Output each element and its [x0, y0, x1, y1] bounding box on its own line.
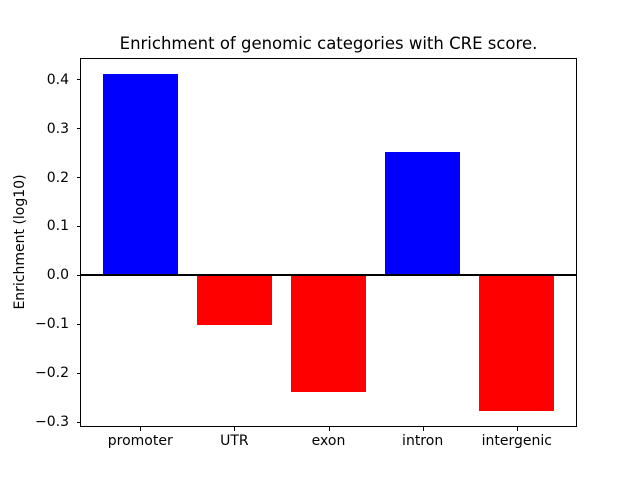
x-tick-mark-UTR — [234, 427, 236, 431]
y-tick-mark — [76, 274, 80, 276]
y-tick-mark — [76, 323, 80, 325]
y-tick-label: −0.1 — [35, 316, 69, 333]
bar-intergenic — [479, 275, 555, 411]
x-tick-mark-intron — [422, 427, 424, 431]
bar-exon — [290, 275, 367, 393]
bar-promoter — [102, 73, 178, 276]
y-tick-mark — [76, 421, 80, 423]
y-tick-label: −0.2 — [35, 365, 69, 382]
bar-UTR — [196, 275, 273, 325]
y-tick-mark — [76, 79, 80, 81]
x-tick-label-promoter: promoter — [107, 433, 173, 449]
y-tick-mark — [76, 128, 80, 130]
y-tick-label: 0.0 — [46, 267, 69, 284]
chart-title: Enrichment of genomic categories with CR… — [119, 34, 538, 53]
x-tick-label-intergenic: intergenic — [481, 433, 552, 449]
y-tick-label: 0.1 — [46, 218, 69, 235]
bar-intron — [384, 152, 461, 276]
y-tick-mark — [76, 225, 80, 227]
x-tick-label-UTR: UTR — [220, 433, 249, 449]
y-tick-label: 0.3 — [46, 120, 69, 137]
y-tick-mark — [76, 372, 80, 374]
y-tick-mark — [76, 177, 80, 179]
x-tick-mark-promoter — [140, 427, 142, 431]
x-tick-mark-exon — [328, 427, 330, 431]
x-tick-label-intron: intron — [402, 433, 444, 449]
y-tick-label: −0.3 — [35, 414, 69, 431]
y-axis-label: Enrichment (log10) — [12, 174, 28, 310]
zero-baseline — [80, 274, 577, 277]
x-tick-mark-intergenic — [516, 427, 518, 431]
y-tick-label: 0.2 — [46, 169, 69, 186]
y-tick-label: 0.4 — [46, 71, 69, 88]
x-tick-label-exon: exon — [311, 433, 346, 449]
